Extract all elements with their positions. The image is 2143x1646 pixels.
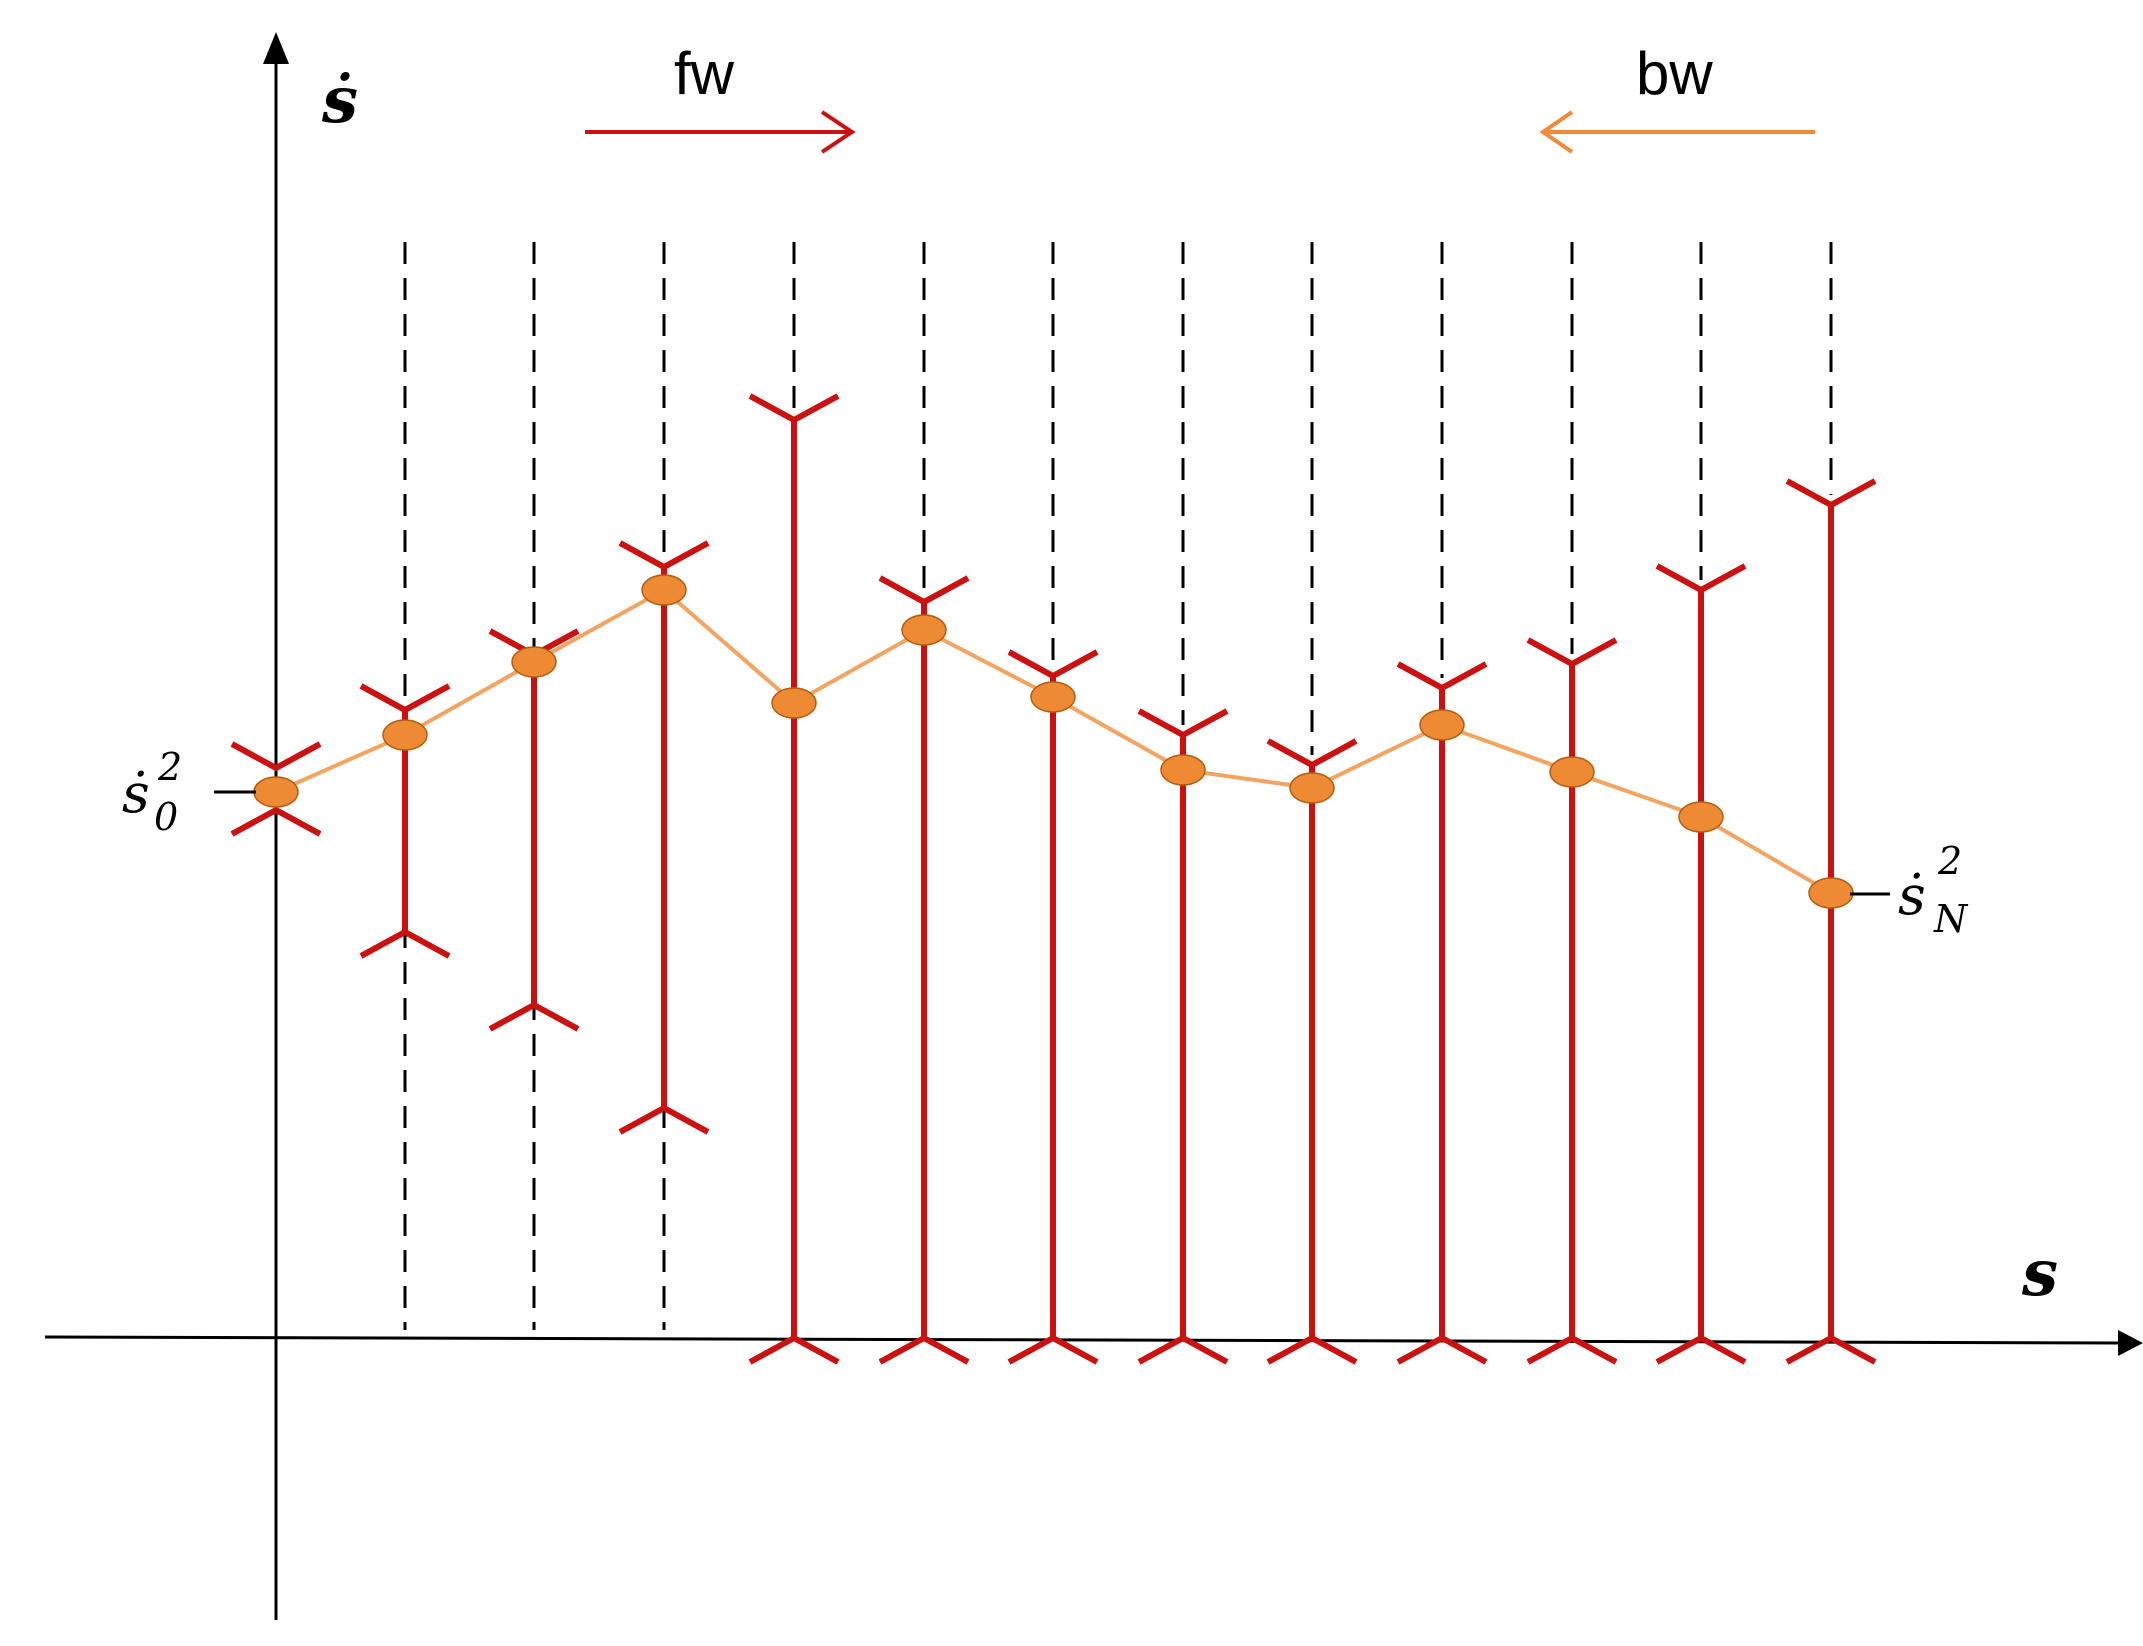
lower-bound-marker bbox=[878, 1334, 970, 1365]
profile-point bbox=[382, 719, 428, 751]
profile-point bbox=[1549, 756, 1595, 788]
profile-point bbox=[1678, 801, 1724, 833]
upper-bound-marker bbox=[1396, 661, 1488, 692]
velocity-interval bbox=[1526, 637, 1618, 1365]
upper-bound-marker bbox=[1007, 649, 1099, 680]
x-axis-arrowhead bbox=[2118, 1330, 2143, 1356]
lower-bound-marker bbox=[1785, 1334, 1877, 1365]
profile-point bbox=[1160, 754, 1206, 786]
velocity-interval bbox=[230, 741, 322, 837]
velocity-interval bbox=[1396, 661, 1488, 1365]
velocity-interval bbox=[878, 575, 970, 1365]
velocity-interval bbox=[1137, 708, 1229, 1365]
profile-point bbox=[641, 574, 687, 606]
backward-label: bw bbox=[1636, 40, 1713, 107]
velocity-interval bbox=[1266, 738, 1358, 1365]
velocity-interval bbox=[1785, 478, 1877, 1365]
lower-bound-marker bbox=[748, 1334, 840, 1365]
upper-bound-marker bbox=[618, 540, 710, 571]
profile-point bbox=[511, 646, 557, 678]
velocity-interval bbox=[1007, 649, 1099, 1365]
velocity-interval bbox=[488, 628, 580, 1032]
upper-bound-marker bbox=[1266, 738, 1358, 769]
x-axis bbox=[44, 1335, 2121, 1345]
profile-point bbox=[253, 776, 299, 808]
upper-bound-marker bbox=[359, 683, 451, 714]
lower-bound-marker bbox=[1655, 1334, 1747, 1365]
end-velocity-label: ṡ N 2 bbox=[1898, 839, 1969, 941]
end-label-sup: 2 bbox=[1937, 839, 1962, 883]
lower-bound-marker bbox=[1526, 1334, 1618, 1365]
forward-pass-arrow bbox=[585, 110, 856, 154]
lower-bound-marker bbox=[488, 1001, 580, 1032]
lower-bound-marker bbox=[230, 806, 322, 837]
start-velocity-label: ṡ 0 2 bbox=[122, 745, 182, 839]
x-axis-label: s bbox=[2021, 1236, 2058, 1311]
lower-bound-marker bbox=[1266, 1334, 1358, 1365]
profile-point bbox=[1289, 772, 1335, 804]
upper-bound-marker bbox=[748, 393, 840, 424]
y-axis-label: ṡ bbox=[321, 63, 358, 138]
y-axis-arrowhead bbox=[263, 32, 289, 64]
upper-bound-marker bbox=[878, 575, 970, 606]
lower-bound-marker bbox=[1396, 1334, 1488, 1365]
upper-bound-marker bbox=[1655, 563, 1747, 594]
backward-pass-arrow bbox=[1539, 110, 1815, 154]
velocity-interval bbox=[618, 540, 710, 1135]
forward-label: fw bbox=[674, 40, 735, 107]
profile-point bbox=[1030, 681, 1076, 713]
profile-point bbox=[1419, 709, 1465, 741]
profile-point bbox=[901, 614, 947, 646]
upper-bound-marker bbox=[1137, 708, 1229, 739]
start-label-sup: 2 bbox=[157, 745, 182, 789]
upper-bound-marker bbox=[1785, 478, 1877, 509]
velocity-interval bbox=[1655, 563, 1747, 1365]
upper-bound-marker bbox=[1526, 637, 1618, 668]
profile-point bbox=[771, 687, 817, 719]
start-label-base: ṡ bbox=[122, 762, 150, 825]
lower-bound-marker bbox=[1137, 1334, 1229, 1365]
start-label-sub: 0 bbox=[154, 795, 178, 839]
profile-point bbox=[1808, 877, 1854, 909]
lower-bound-marker bbox=[618, 1104, 710, 1135]
axes bbox=[44, 32, 2143, 1620]
end-label-sub: N bbox=[1933, 897, 1969, 941]
velocity-interval bbox=[748, 393, 840, 1365]
velocity-profile bbox=[253, 574, 1854, 909]
lower-bound-marker bbox=[1007, 1334, 1099, 1365]
velocity-intervals bbox=[230, 393, 1877, 1365]
lower-bound-marker bbox=[359, 928, 451, 959]
end-label-base: ṡ bbox=[1898, 864, 1926, 927]
upper-bound-marker bbox=[230, 741, 322, 772]
